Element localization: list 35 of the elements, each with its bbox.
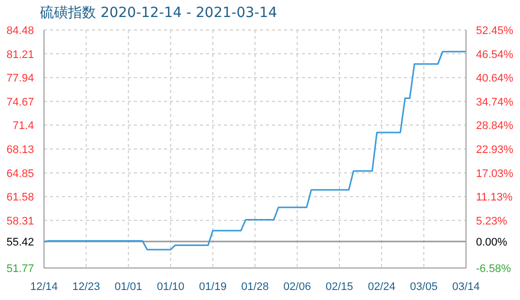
x-tick-label: 01/10: [156, 280, 184, 293]
chart-title: 硫磺指数 2020-12-14 - 2021-03-14: [40, 4, 278, 22]
y-tick-label: 61.58: [6, 192, 34, 204]
y-tick-label: 51.77: [6, 263, 34, 275]
y-tick-label: 77.94: [6, 72, 34, 85]
line-series: [44, 50, 466, 250]
y-tick-label: 55.42: [6, 236, 34, 248]
x-tick-label: 02/24: [368, 280, 396, 293]
y2-tick-label: 40.64%: [476, 72, 514, 85]
x-tick-label: 03/05: [410, 280, 438, 293]
y-tick-label: 58.31: [6, 215, 34, 228]
y2-tick-label: 17.03%: [476, 168, 514, 180]
x-tick-label: 02/15: [326, 280, 354, 293]
y2-tick-label: 28.84%: [476, 120, 514, 132]
y-tick-label: 64.85: [6, 168, 34, 180]
y-tick-label: 68.13: [6, 144, 34, 156]
x-tick-label: 02/06: [283, 280, 311, 293]
y2-tick-label: 5.23%: [476, 215, 508, 228]
x-tick-label: 01/01: [114, 280, 142, 293]
y2-tick-label: 0.00%: [476, 236, 508, 248]
x-tick-label: 01/28: [241, 280, 269, 293]
y-tick-label: 81.21: [6, 48, 34, 61]
y2-tick-label: 46.54%: [476, 48, 514, 61]
x-tick-label: 12/14: [30, 280, 58, 293]
y-tick-label: 71.4: [12, 120, 34, 132]
y2-tick-label: 34.74%: [476, 96, 514, 108]
y2-tick-label: 11.13%: [476, 192, 513, 204]
x-tick-label: 01/19: [199, 280, 227, 293]
y-tick-label: 84.48: [6, 25, 34, 37]
y2-tick-label: 22.93%: [476, 144, 514, 156]
x-tick-label: 12/23: [72, 280, 100, 293]
y2-tick-label: -6.58%: [476, 263, 512, 275]
y-tick-label: 74.67: [6, 96, 34, 108]
x-tick-label: 03/14: [452, 280, 480, 293]
y2-tick-label: 52.45%: [476, 25, 514, 37]
